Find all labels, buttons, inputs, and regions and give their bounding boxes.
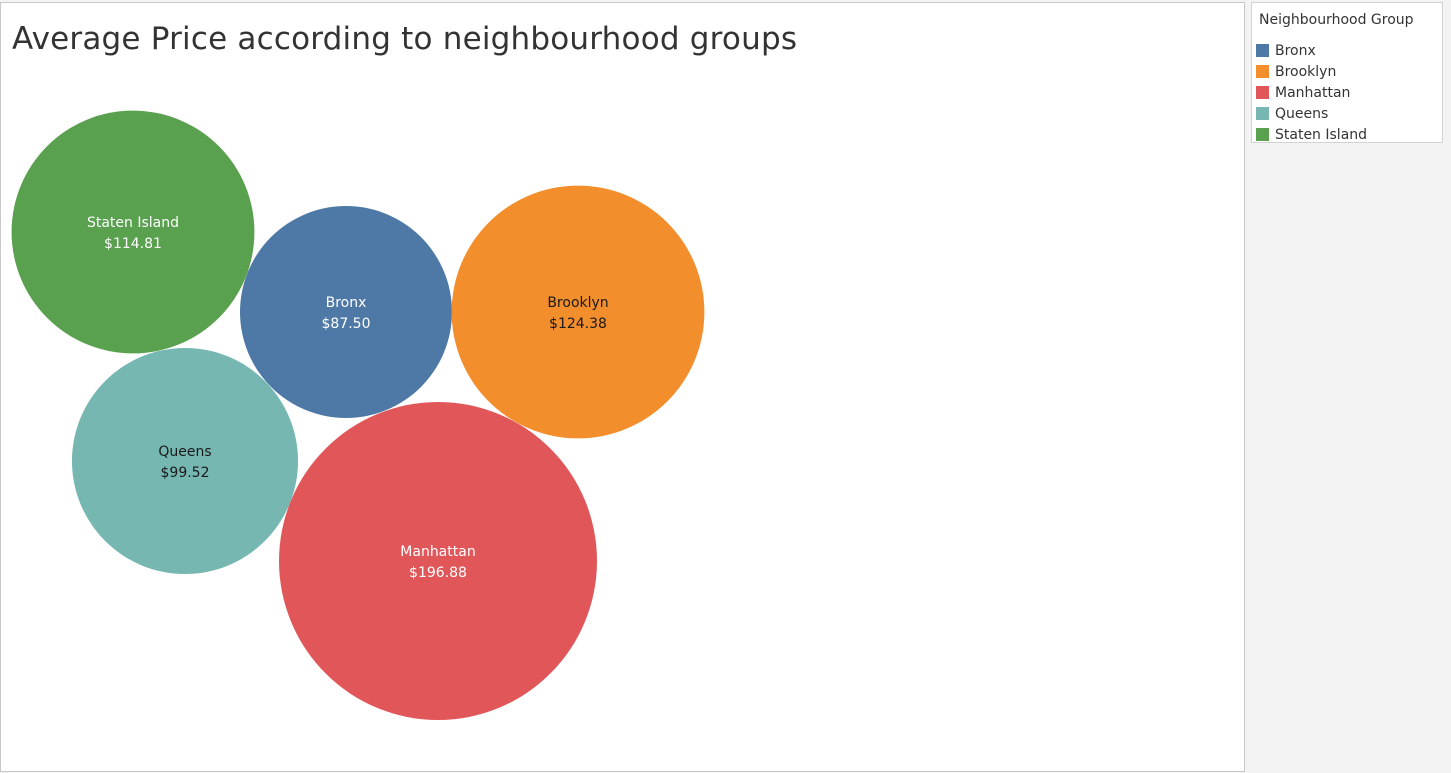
bubble-label-manhattan: Manhattan: [400, 544, 475, 560]
legend-swatch-queens: [1256, 107, 1269, 120]
legend-swatch-brooklyn: [1256, 65, 1269, 78]
legend-label-queens: Queens: [1275, 105, 1329, 122]
legend-item-queens[interactable]: Queens: [1256, 103, 1367, 124]
bubble-value-bronx: $87.50: [322, 316, 371, 332]
legend-label-bronx: Bronx: [1275, 42, 1316, 59]
bubble-value-queens: $99.52: [161, 465, 210, 481]
legend-item-manhattan[interactable]: Manhattan: [1256, 82, 1367, 103]
bubble-value-manhattan: $196.88: [409, 565, 467, 581]
legend-item-brooklyn[interactable]: Brooklyn: [1256, 61, 1367, 82]
legend-swatch-manhattan: [1256, 86, 1269, 99]
bubble-queens[interactable]: Queens $99.52: [71, 347, 299, 575]
bubble-bronx[interactable]: Bronx $87.50: [240, 206, 452, 418]
legend-swatch-staten-island: [1256, 128, 1269, 141]
bubble-circle-manhattan[interactable]: [279, 402, 597, 720]
bubble-label-queens: Queens: [158, 444, 211, 460]
chart-pane: Average Price according to neighbourhood…: [0, 2, 1245, 772]
bubble-value-brooklyn: $124.38: [549, 316, 607, 332]
bubble-brooklyn[interactable]: Brooklyn $124.38: [451, 185, 705, 439]
legend-title: Neighbourhood Group: [1259, 12, 1414, 28]
legend: Neighbourhood Group Bronx Brooklyn Manhatt…: [1251, 2, 1443, 143]
legend-label-manhattan: Manhattan: [1275, 84, 1351, 101]
legend-item-bronx[interactable]: Bronx: [1256, 40, 1367, 61]
bubble-value-staten-island: $114.81: [104, 236, 162, 252]
bubble-circle-bronx[interactable]: [240, 206, 452, 418]
bubble-circle-brooklyn[interactable]: [451, 185, 705, 439]
bubble-chart: Staten Island $114.81 Bronx $87.50 Brooklyn $…: [11, 110, 705, 720]
bubble-label-bronx: Bronx: [326, 295, 367, 311]
bubble-label-staten-island: Staten Island: [87, 215, 179, 231]
bubble-circle-queens[interactable]: [71, 347, 299, 575]
bubble-label-brooklyn: Brooklyn: [547, 295, 608, 311]
bubble-circle-staten-island[interactable]: [11, 110, 255, 354]
legend-swatch-bronx: [1256, 44, 1269, 57]
legend-items: Bronx Brooklyn Manhattan Queens Staten Islan…: [1256, 40, 1367, 145]
chart-title: Average Price according to neighbourhood…: [12, 21, 798, 57]
bubble-manhattan[interactable]: Manhattan $196.88: [279, 402, 597, 720]
legend-label-staten-island: Staten Island: [1275, 126, 1368, 143]
legend-label-brooklyn: Brooklyn: [1275, 63, 1337, 80]
legend-item-staten-island[interactable]: Staten Island: [1256, 124, 1367, 145]
bubble-staten-island[interactable]: Staten Island $114.81: [11, 110, 255, 354]
